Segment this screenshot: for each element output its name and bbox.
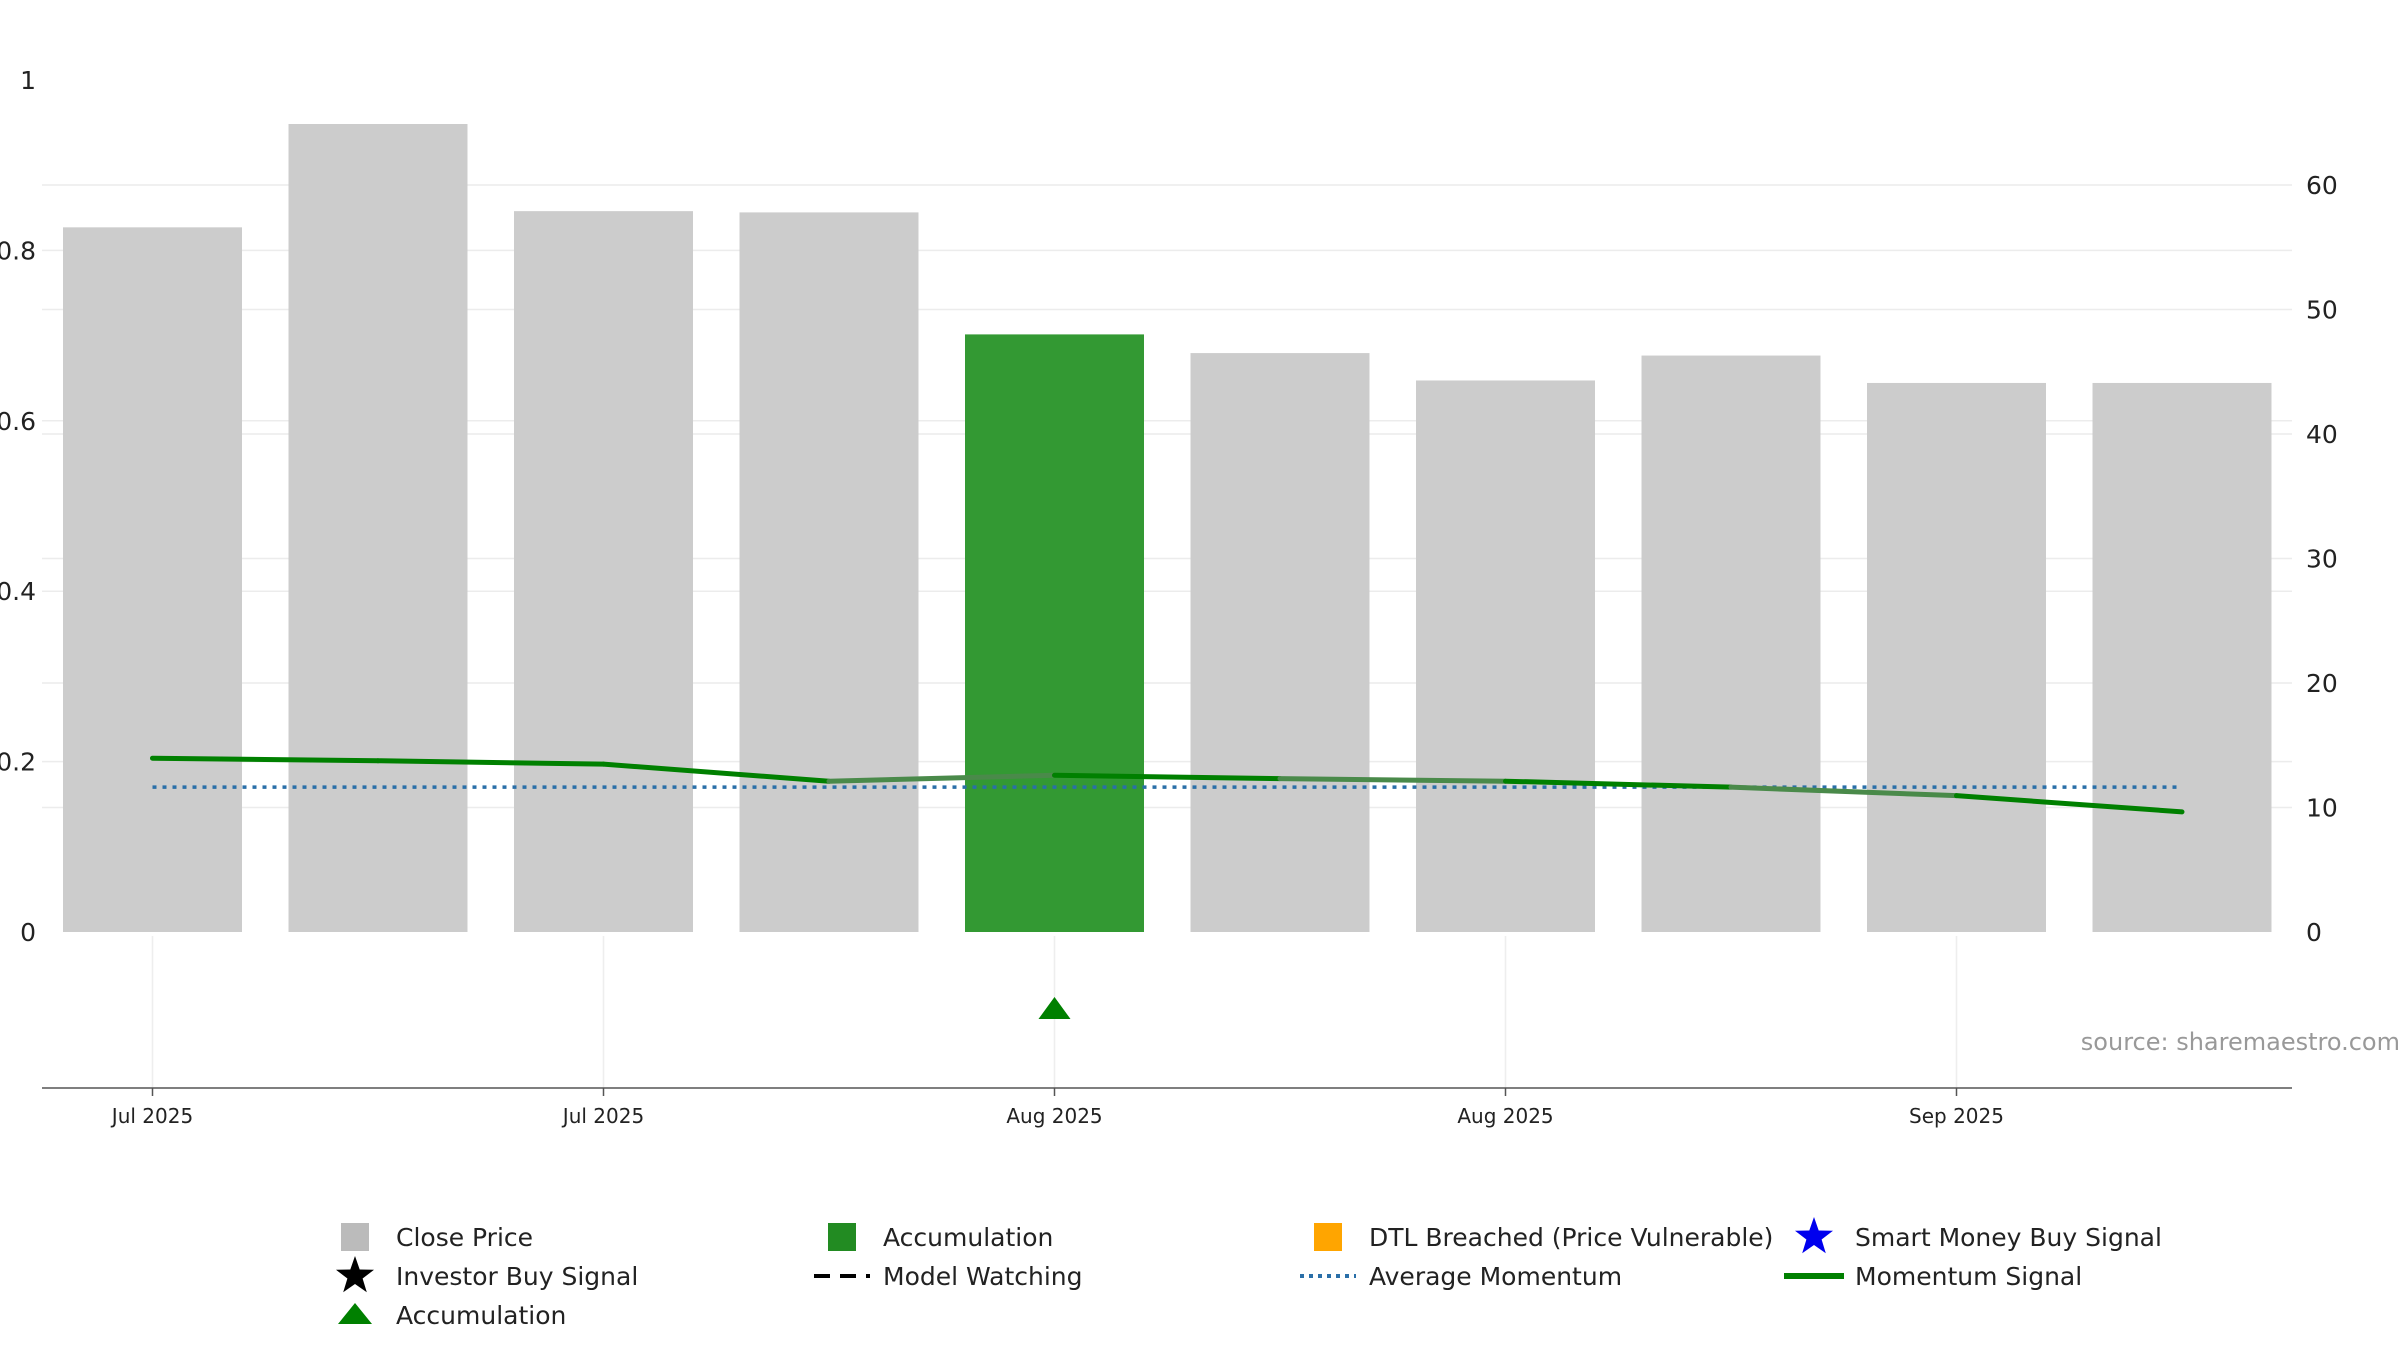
legend-label: Accumulation xyxy=(883,1223,1053,1252)
legend-square-icon xyxy=(1314,1223,1342,1251)
momentum-signal-segment xyxy=(826,772,1057,784)
left-axis-tick-label: 0 xyxy=(20,918,36,947)
right-axis-tick-label: 50 xyxy=(2306,296,2338,325)
legend-label: Smart Money Buy Signal xyxy=(1855,1223,2162,1252)
legend-label: Close Price xyxy=(396,1223,533,1252)
close-price-bar xyxy=(739,212,919,932)
legend-item: Close Price xyxy=(341,1223,533,1252)
legend-item: Accumulation xyxy=(338,1301,566,1330)
legend-square-icon xyxy=(828,1223,856,1251)
momentum-signal-segment xyxy=(1052,772,1283,782)
legend-label: Average Momentum xyxy=(1369,1262,1622,1291)
legend-triangle-icon xyxy=(338,1303,372,1324)
momentum-signal-segment xyxy=(1503,778,1734,790)
close-price-bar xyxy=(288,123,468,933)
right-axis-tick-label: 20 xyxy=(2306,669,2338,698)
close-price-bar xyxy=(1190,353,1370,932)
accumulation-marker xyxy=(1038,997,1071,1019)
legend-item: Smart Money Buy Signal xyxy=(1795,1217,2162,1254)
left-axis-tick-label: 0.4 xyxy=(0,577,36,606)
close-price-bar xyxy=(1867,382,2046,933)
close-price-bar xyxy=(63,227,242,932)
x-tick-label: Aug 2025 xyxy=(1457,1104,1553,1128)
legend-item: Accumulation xyxy=(828,1223,1053,1252)
close-price-bar xyxy=(514,211,693,932)
marker-layer xyxy=(1038,997,1071,1019)
legend-star-icon xyxy=(336,1256,374,1293)
x-tick-label: Jul 2025 xyxy=(110,1104,193,1128)
x-tick-label: Jul 2025 xyxy=(561,1104,644,1128)
x-tick-label: Sep 2025 xyxy=(1909,1104,2004,1128)
momentum-signal-segment xyxy=(150,755,381,764)
line-layer xyxy=(150,755,2185,815)
right-axis-tick-label: 40 xyxy=(2306,420,2338,449)
legend-label: DTL Breached (Price Vulnerable) xyxy=(1369,1223,1773,1252)
legend-label: Investor Buy Signal xyxy=(396,1262,638,1291)
legend-label: Accumulation xyxy=(396,1301,566,1330)
left-axis-tick-label: 0.8 xyxy=(0,236,36,265)
legend-item: Momentum Signal xyxy=(1784,1262,2082,1291)
legend-item: Investor Buy Signal xyxy=(336,1256,638,1293)
close-price-bar xyxy=(2092,382,2272,933)
left-axis-tick-label: 1 xyxy=(20,66,36,95)
legend-star-icon xyxy=(1795,1217,1833,1254)
left-axis-tick-label: 0.2 xyxy=(0,748,36,777)
momentum-signal-segment xyxy=(1954,793,2185,815)
right-axis-tick-label: 0 xyxy=(2306,918,2322,947)
momentum-signal-segment xyxy=(1277,776,1508,784)
legend: Close Price Accumulation DTL Breached (Pri… xyxy=(336,1217,2162,1330)
legend-item: DTL Breached (Price Vulnerable) xyxy=(1314,1223,1773,1252)
momentum-signal-segment xyxy=(601,761,832,784)
close-price-bar xyxy=(1416,380,1595,933)
momentum-signal-segment xyxy=(1728,784,1959,799)
momentum-signal-segment xyxy=(375,758,606,767)
right-axis-tick-label: 10 xyxy=(2306,794,2338,823)
x-tick-label: Aug 2025 xyxy=(1006,1104,1102,1128)
legend-square-icon xyxy=(341,1223,369,1251)
bar-layer xyxy=(63,123,2272,933)
right-axis-tick-label: 30 xyxy=(2306,545,2338,574)
left-axis-tick-label: 0.6 xyxy=(0,407,36,436)
legend-item: Model Watching xyxy=(814,1262,1083,1291)
legend-label: Model Watching xyxy=(883,1262,1083,1291)
close-price-bar xyxy=(1641,355,1821,932)
source-label: source: sharemaestro.com xyxy=(2081,1028,2400,1056)
legend-item: Average Momentum xyxy=(1300,1262,1622,1291)
legend-label: Momentum Signal xyxy=(1855,1262,2082,1291)
close-price-bar xyxy=(965,334,1144,932)
right-axis-tick-label: 60 xyxy=(2306,171,2338,200)
